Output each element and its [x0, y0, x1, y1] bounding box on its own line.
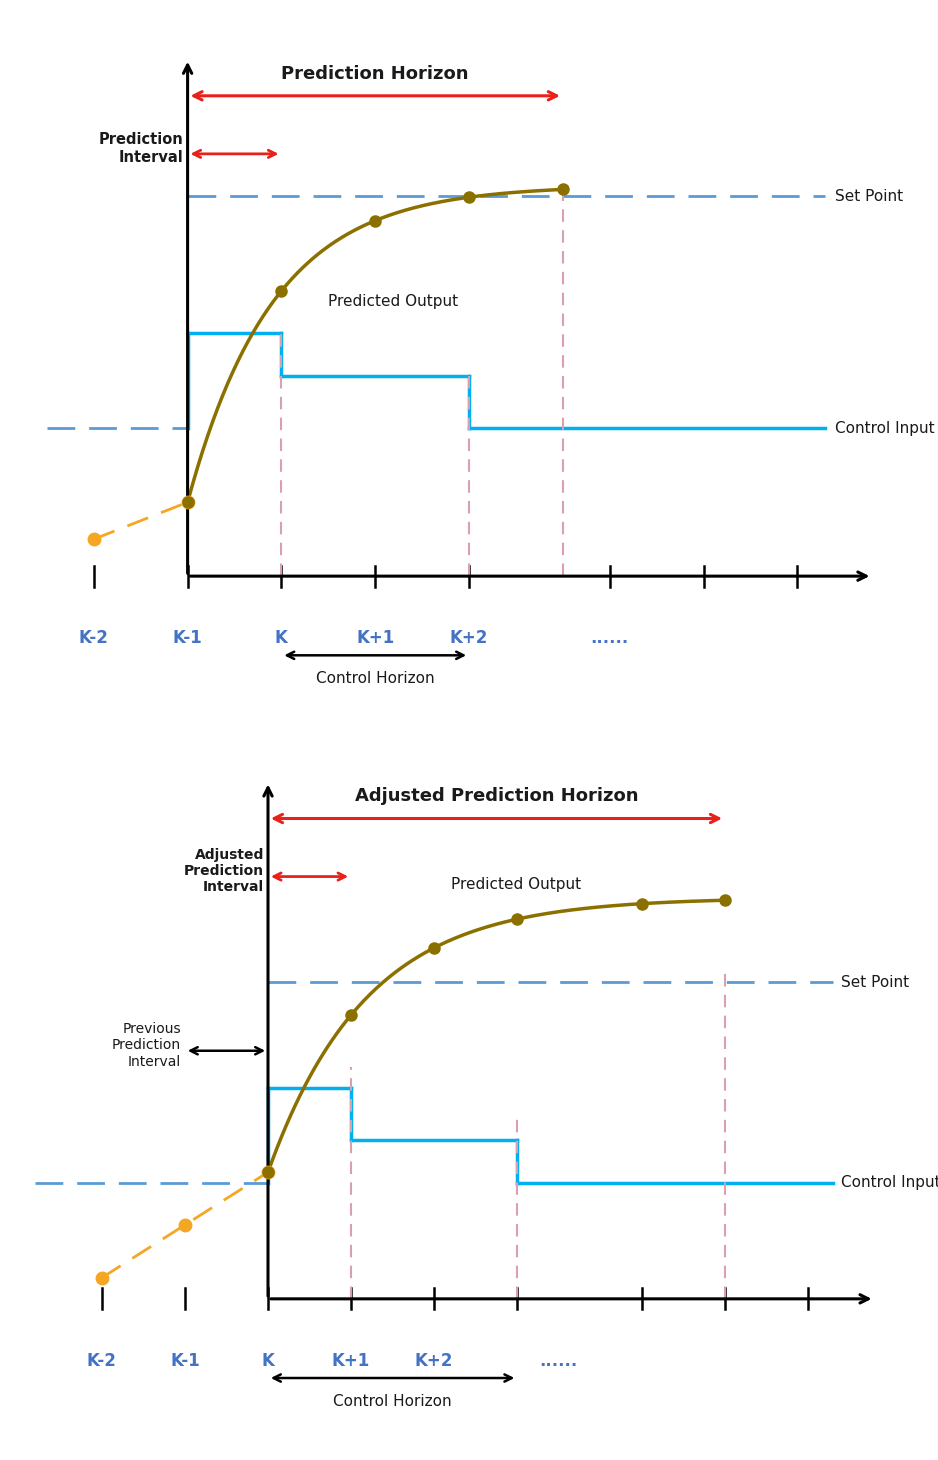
Text: ......: ......	[591, 629, 628, 647]
Text: Adjusted
Prediction
Interval: Adjusted Prediction Interval	[184, 848, 264, 895]
Text: K-1: K-1	[170, 1352, 200, 1369]
Text: K+2: K+2	[415, 1352, 453, 1369]
Text: K+1: K+1	[332, 1352, 371, 1369]
Text: K: K	[275, 629, 288, 647]
Text: Prediction Horizon: Prediction Horizon	[281, 64, 469, 83]
Text: Control Input: Control Input	[835, 420, 934, 437]
Text: Previous
Prediction
Interval: Previous Prediction Interval	[112, 1022, 181, 1069]
Text: K+2: K+2	[450, 629, 488, 647]
Text: K-1: K-1	[173, 629, 203, 647]
Text: Control Horizon: Control Horizon	[316, 672, 434, 686]
Text: Set Point: Set Point	[841, 975, 909, 990]
Text: K-2: K-2	[87, 1352, 116, 1369]
Text: Control Input: Control Input	[841, 1175, 938, 1190]
Text: K-2: K-2	[79, 629, 109, 647]
Text: Control Horizon: Control Horizon	[333, 1394, 452, 1409]
Text: Predicted Output: Predicted Output	[328, 293, 459, 310]
Text: Adjusted Prediction Horizon: Adjusted Prediction Horizon	[355, 787, 638, 806]
Text: Set Point: Set Point	[835, 188, 903, 203]
Text: K+1: K+1	[356, 629, 394, 647]
Text: K: K	[262, 1352, 275, 1369]
Text: Predicted Output: Predicted Output	[451, 877, 581, 892]
Text: Prediction
Interval: Prediction Interval	[98, 133, 183, 165]
Text: ......: ......	[539, 1352, 578, 1369]
